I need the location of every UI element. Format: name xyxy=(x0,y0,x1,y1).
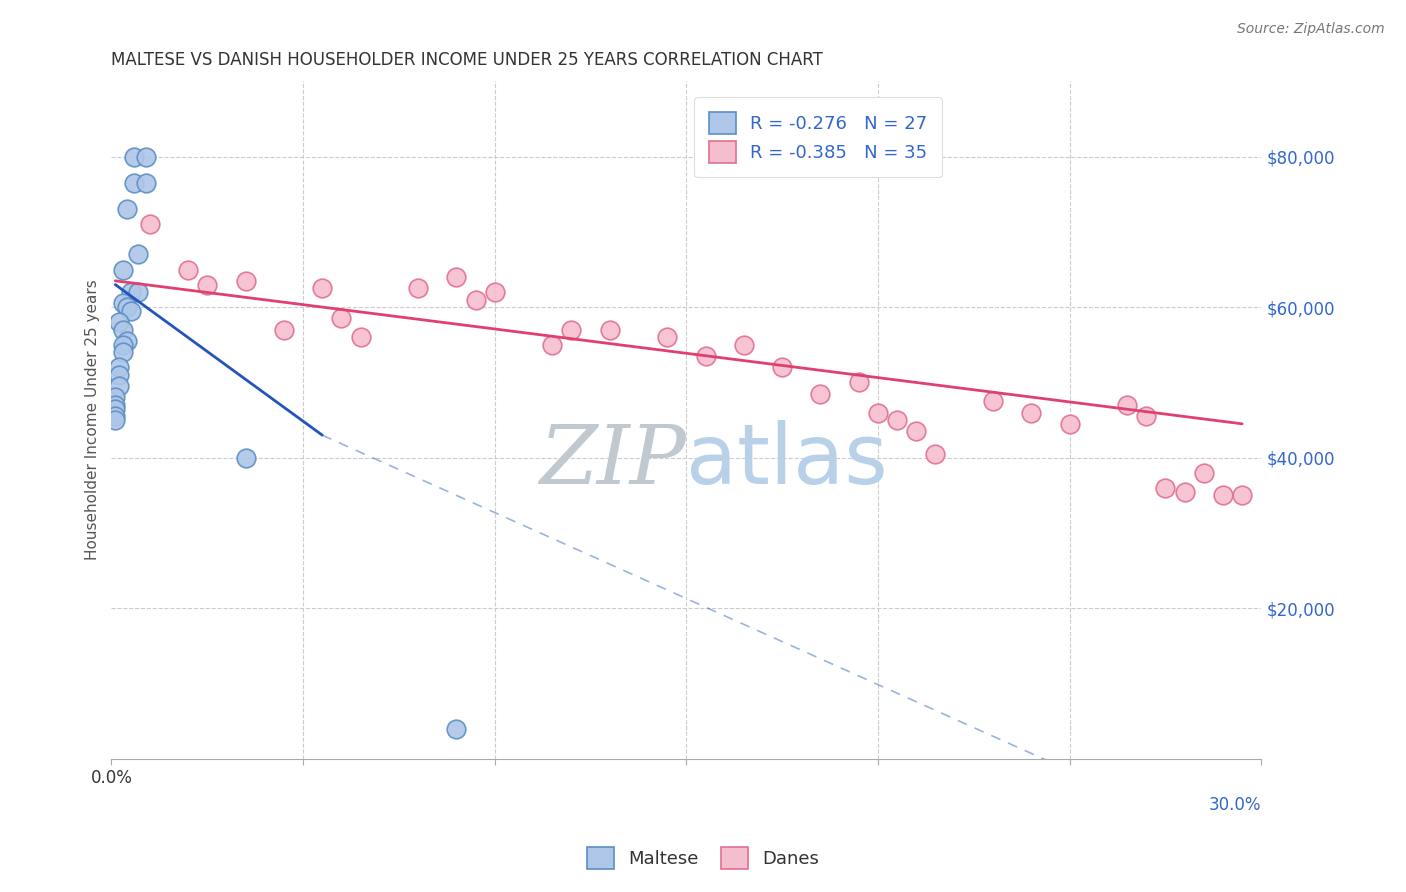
Point xyxy=(446,270,468,285)
Text: ZIP: ZIP xyxy=(540,421,686,500)
Point xyxy=(115,334,138,348)
Point xyxy=(108,368,131,382)
Legend: R = -0.276   N = 27, R = -0.385   N = 35: R = -0.276 N = 27, R = -0.385 N = 35 xyxy=(695,97,942,178)
Point xyxy=(560,323,582,337)
Point xyxy=(484,285,506,299)
Point xyxy=(599,323,621,337)
Point xyxy=(733,338,755,352)
Point xyxy=(886,413,908,427)
Point xyxy=(981,394,1004,409)
Point xyxy=(127,247,149,261)
Text: Source: ZipAtlas.com: Source: ZipAtlas.com xyxy=(1237,22,1385,37)
Point xyxy=(177,262,200,277)
Legend: Maltese, Danes: Maltese, Danes xyxy=(578,838,828,879)
Text: 30.0%: 30.0% xyxy=(1209,796,1261,814)
Point xyxy=(866,405,889,419)
Point xyxy=(924,447,946,461)
Text: MALTESE VS DANISH HOUSEHOLDER INCOME UNDER 25 YEARS CORRELATION CHART: MALTESE VS DANISH HOUSEHOLDER INCOME UND… xyxy=(111,51,824,69)
Point xyxy=(127,285,149,299)
Point xyxy=(139,218,162,232)
Point xyxy=(111,338,134,352)
Y-axis label: Householder Income Under 25 years: Householder Income Under 25 years xyxy=(86,280,100,560)
Point xyxy=(115,202,138,217)
Point xyxy=(108,360,131,375)
Point xyxy=(120,285,142,299)
Point xyxy=(1174,484,1197,499)
Point xyxy=(124,176,146,190)
Point xyxy=(235,450,257,465)
Point xyxy=(135,176,157,190)
Point xyxy=(108,379,131,393)
Point xyxy=(135,150,157,164)
Point xyxy=(464,293,486,307)
Point xyxy=(108,315,131,329)
Point xyxy=(810,386,832,401)
Point xyxy=(111,323,134,337)
Point xyxy=(349,330,371,344)
Point xyxy=(695,349,717,363)
Point xyxy=(111,296,134,310)
Point xyxy=(104,398,127,412)
Point xyxy=(1135,409,1157,424)
Point xyxy=(120,304,142,318)
Point xyxy=(104,401,127,416)
Point xyxy=(1059,417,1081,431)
Point xyxy=(657,330,679,344)
Point xyxy=(104,391,127,405)
Point xyxy=(124,150,146,164)
Point xyxy=(1192,466,1215,480)
Point xyxy=(330,311,353,326)
Point xyxy=(1116,398,1139,412)
Text: atlas: atlas xyxy=(686,420,889,501)
Point xyxy=(1212,488,1234,502)
Point xyxy=(541,338,564,352)
Point xyxy=(273,323,295,337)
Point xyxy=(406,281,429,295)
Point xyxy=(104,413,127,427)
Point xyxy=(104,409,127,424)
Point xyxy=(848,376,870,390)
Point xyxy=(1230,488,1253,502)
Point xyxy=(111,345,134,359)
Point xyxy=(1154,481,1177,495)
Point xyxy=(1021,405,1043,419)
Point xyxy=(905,425,928,439)
Point xyxy=(111,262,134,277)
Point xyxy=(446,722,468,736)
Point xyxy=(235,274,257,288)
Point xyxy=(770,360,793,375)
Point xyxy=(311,281,333,295)
Point xyxy=(115,300,138,314)
Point xyxy=(195,277,218,292)
